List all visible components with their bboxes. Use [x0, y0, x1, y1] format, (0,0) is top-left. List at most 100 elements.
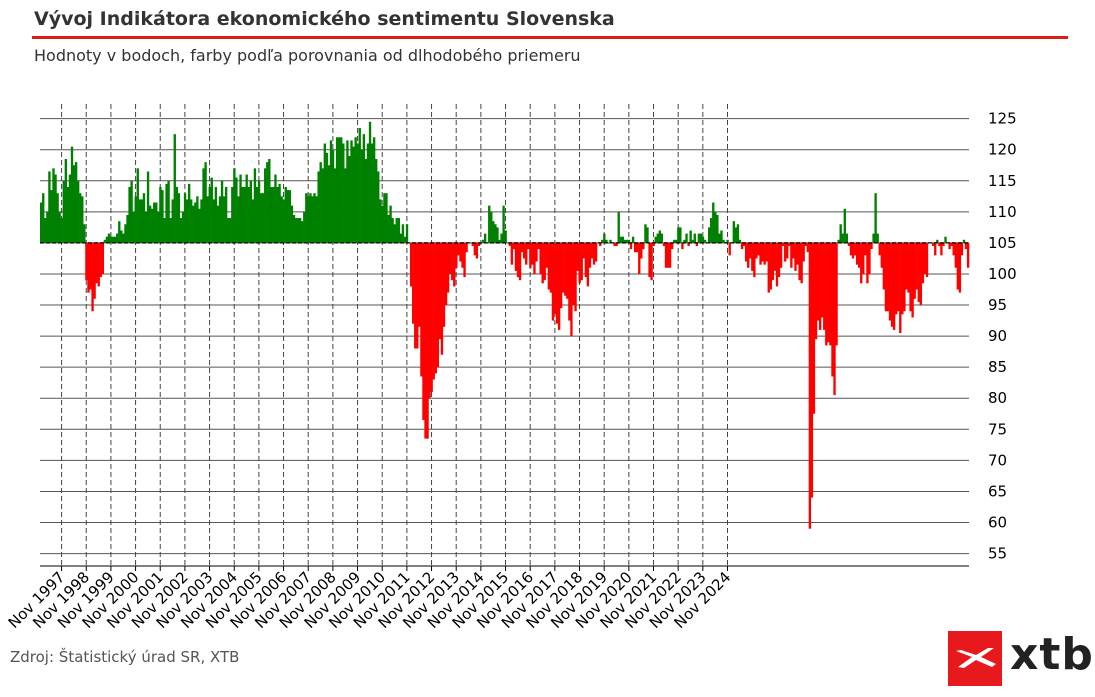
data-bar [216, 205, 220, 243]
data-bar [603, 233, 606, 243]
data-bar [905, 242, 908, 290]
data-bar [884, 242, 888, 312]
data-bar [113, 236, 117, 243]
data-bar [140, 199, 144, 243]
data-bar [823, 242, 826, 330]
data-bar [350, 140, 353, 243]
axis-label-layer: 556065707580859095100105110115120125Nov … [5, 110, 1017, 632]
data-bar [790, 242, 793, 268]
data-bar [79, 193, 82, 243]
data-bar [465, 242, 468, 253]
y-tick-label: 90 [988, 327, 1007, 345]
data-bar [816, 242, 820, 321]
data-bar [798, 242, 801, 281]
data-bar [897, 242, 900, 312]
data-bar [714, 211, 717, 243]
data-bar [742, 242, 746, 247]
data-bar [366, 143, 370, 243]
data-bar [613, 242, 616, 247]
data-bar [697, 233, 701, 243]
data-bar [570, 242, 573, 337]
data-bar [508, 242, 511, 247]
data-bar [153, 202, 156, 243]
data-bar [385, 193, 388, 243]
data-bar [948, 242, 951, 250]
data-bar [599, 242, 602, 247]
data-bar [771, 242, 775, 281]
data-bar [578, 242, 581, 284]
y-tick-label: 95 [988, 296, 1007, 314]
data-bar [763, 242, 766, 265]
data-bar [483, 233, 487, 243]
data-bar [317, 171, 320, 243]
data-bar [255, 186, 259, 243]
data-bar [44, 218, 47, 243]
data-bar [54, 174, 57, 243]
data-bar [640, 242, 643, 259]
data-bar [932, 242, 935, 247]
y-tick-label: 65 [988, 482, 1007, 500]
data-bar [477, 242, 481, 247]
data-bar [541, 242, 544, 284]
data-bar [463, 242, 466, 278]
data-bar [890, 242, 894, 327]
data-bar [728, 242, 731, 256]
data-bar [434, 242, 437, 374]
data-bar [264, 168, 267, 243]
data-bar [568, 242, 571, 321]
data-bar [496, 227, 499, 243]
data-bar [862, 242, 865, 274]
y-tick-label: 60 [988, 514, 1007, 532]
data-bar [786, 242, 789, 259]
data-bar [718, 233, 721, 243]
data-bar [623, 239, 627, 243]
data-bar [516, 242, 520, 278]
data-bar [779, 242, 783, 268]
data-bar [923, 242, 927, 274]
data-bar [469, 242, 472, 244]
y-tick-label: 115 [988, 172, 1017, 190]
data-bar [812, 242, 816, 414]
data-bar [921, 242, 925, 284]
data-bar [206, 196, 209, 243]
data-bar [449, 242, 452, 274]
data-bar [280, 196, 283, 243]
data-bar [833, 242, 836, 396]
data-bar [940, 242, 943, 256]
data-bar [323, 143, 326, 243]
data-bar [753, 242, 756, 278]
data-bar [46, 211, 49, 243]
data-bar [179, 218, 183, 243]
data-bar [958, 242, 962, 293]
data-bar [370, 143, 374, 243]
data-bar [886, 242, 890, 312]
data-bar [142, 193, 146, 243]
data-bar [781, 242, 785, 247]
data-bar [882, 242, 886, 290]
data-bar [909, 242, 912, 312]
data-bar [167, 180, 170, 243]
data-bar [814, 242, 818, 340]
data-bar [111, 236, 115, 243]
data-bar [50, 190, 53, 243]
data-bar [68, 174, 72, 243]
data-bar [253, 168, 257, 243]
data-bar [654, 236, 657, 243]
data-bar [576, 242, 579, 271]
y-tick-label: 105 [988, 234, 1017, 252]
data-bar [588, 242, 592, 268]
data-bar [196, 196, 199, 243]
data-bar [181, 211, 185, 243]
data-bar [950, 242, 953, 247]
data-bar [95, 242, 98, 284]
data-bar [765, 242, 768, 262]
data-bar [360, 149, 363, 243]
data-bar [693, 233, 696, 243]
data-bar [525, 242, 528, 265]
data-bar [473, 242, 477, 256]
data-bar [915, 242, 918, 290]
data-bar [492, 221, 495, 243]
data-bar [502, 205, 505, 243]
data-bar [829, 242, 832, 346]
data-bar [276, 186, 279, 243]
